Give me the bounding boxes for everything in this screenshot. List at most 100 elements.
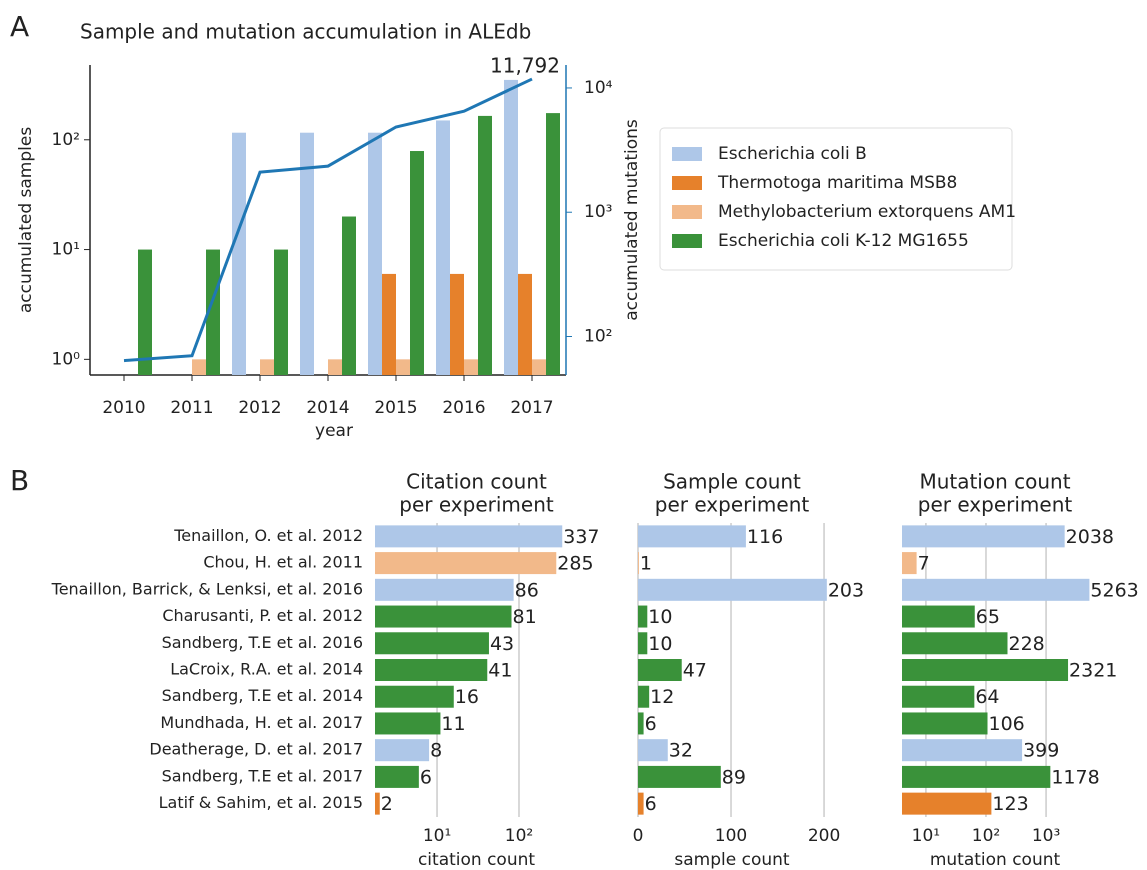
bar — [368, 132, 382, 375]
line — [123, 77, 533, 363]
bar — [375, 739, 430, 762]
x-axis-label: year — [315, 421, 353, 441]
value-label: 2038 — [1066, 526, 1114, 548]
legend-box — [659, 127, 1013, 271]
bar — [450, 273, 464, 375]
legend-label: Escherichia coli K-12 MG1655 — [718, 231, 969, 251]
bar — [206, 249, 220, 375]
bar — [478, 115, 492, 375]
bar — [138, 249, 152, 375]
x-tick-label: 10¹ — [912, 826, 940, 846]
bar — [638, 659, 682, 681]
value-label: 6 — [420, 766, 432, 788]
value-label: 399 — [1023, 740, 1059, 762]
bar — [638, 739, 668, 762]
bar — [375, 552, 557, 575]
x-tick-label: 2016 — [442, 398, 485, 418]
x-tick-label: 200 — [808, 826, 840, 846]
bar — [192, 359, 206, 375]
category-label: Mundhada, H. et al. 2017 — [160, 713, 363, 732]
chart-title: Sample count — [663, 470, 801, 494]
bar — [375, 712, 441, 735]
bar — [396, 359, 410, 375]
y-tick-label: 10⁰ — [52, 349, 81, 369]
bar — [638, 712, 644, 735]
category-label: Tenaillon, O. et al. 2012 — [173, 526, 363, 545]
category-label: Sandberg, T.E et al. 2016 — [162, 633, 363, 652]
x-axis-label: citation count — [418, 850, 535, 870]
bar — [902, 765, 1051, 788]
bar — [638, 792, 644, 815]
category-label: Sandberg, T.E et al. 2014 — [162, 686, 363, 705]
y2-axis-label: accumulated mutations — [622, 119, 642, 321]
x-tick-label: 10² — [972, 826, 1000, 846]
value-label: 1178 — [1051, 766, 1099, 788]
value-label: 228 — [1008, 633, 1044, 655]
legend-swatch — [672, 234, 702, 248]
value-label: 285 — [557, 553, 593, 575]
value-label: 5263 — [1090, 579, 1138, 601]
chart-title: Citation count — [406, 470, 547, 494]
bar — [638, 685, 650, 708]
value-label: 116 — [747, 526, 783, 548]
value-label: 2321 — [1069, 660, 1117, 682]
bar — [232, 132, 246, 375]
legend-swatch — [672, 176, 702, 190]
category-label: Charusanti, P. et al. 2012 — [162, 606, 363, 625]
bar — [328, 359, 342, 375]
y-axis-label: accumulated samples — [16, 127, 36, 313]
value-label: 1 — [640, 553, 652, 575]
x-tick-label: 10³ — [1032, 826, 1060, 846]
bar — [300, 132, 314, 375]
x-tick-label: 100 — [715, 826, 747, 846]
x-axis-label: mutation count — [930, 850, 1061, 870]
bar — [375, 525, 563, 548]
bar — [902, 605, 975, 628]
bar — [532, 359, 546, 375]
bar — [902, 712, 988, 735]
bar — [902, 792, 992, 815]
value-label: 12 — [650, 686, 674, 708]
bar — [375, 605, 512, 628]
y-tick-label: 10¹ — [52, 240, 80, 260]
category-label: LaCroix, R.A. et al. 2014 — [170, 660, 363, 679]
bar — [518, 273, 532, 375]
value-label: 123 — [992, 793, 1028, 815]
bar — [902, 739, 1023, 762]
bar — [375, 685, 454, 708]
category-label: Latif & Sahim, et al. 2015 — [159, 793, 363, 812]
chart-title: Sample and mutation accumulation in ALEd… — [80, 20, 531, 44]
bar — [342, 216, 356, 375]
bar — [375, 632, 489, 655]
legend-label: Methylobacterium extorquens AM1 — [718, 202, 1016, 222]
value-label: 337 — [563, 526, 599, 548]
category-label: Sandberg, T.E et al. 2017 — [162, 766, 363, 785]
bar — [638, 605, 648, 628]
category-label: Chou, H. et al. 2011 — [203, 553, 363, 572]
bar — [902, 659, 1069, 681]
value-label: 106 — [989, 713, 1025, 735]
bar — [436, 120, 450, 375]
value-label: 64 — [975, 686, 999, 708]
value-label: 6 — [645, 793, 657, 815]
value-label: 47 — [683, 660, 707, 682]
value-label: 11,792 — [490, 54, 560, 78]
bar — [546, 113, 560, 375]
legend-swatch — [672, 205, 702, 219]
value-label: 65 — [976, 606, 1000, 628]
chart-title: per experiment — [655, 493, 810, 517]
bar — [410, 151, 424, 375]
chart-title: per experiment — [399, 493, 554, 517]
value-label: 2 — [381, 793, 393, 815]
value-label: 203 — [828, 579, 864, 601]
x-axis-label: sample count — [674, 850, 790, 870]
x-tick-label: 2015 — [374, 398, 417, 418]
chart-title: Mutation count — [919, 470, 1070, 494]
bar — [375, 578, 514, 601]
value-label: 32 — [669, 740, 693, 762]
bar — [375, 659, 488, 681]
value-label: 11 — [441, 713, 465, 735]
value-label: 6 — [645, 713, 657, 735]
bar — [638, 578, 827, 601]
category-label: Tenaillon, Barrick, & Lenksi, et al. 201… — [51, 579, 363, 598]
